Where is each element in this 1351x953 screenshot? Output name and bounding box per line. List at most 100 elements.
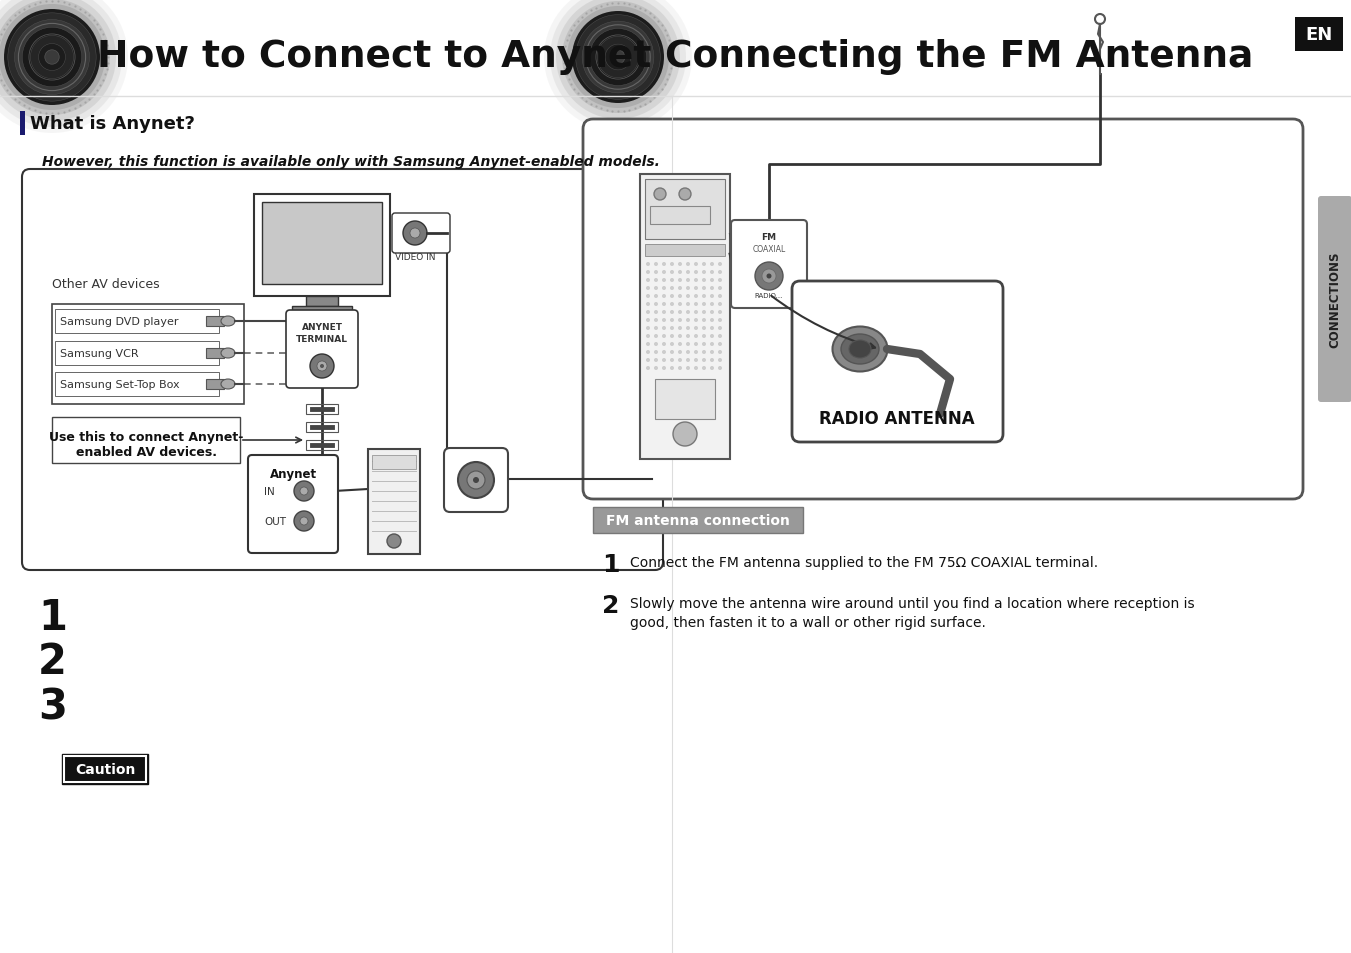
Ellipse shape — [842, 335, 880, 365]
Circle shape — [694, 278, 698, 283]
Circle shape — [717, 263, 721, 267]
Text: Other AV devices: Other AV devices — [51, 277, 159, 291]
Circle shape — [567, 7, 669, 109]
Text: Samsung Set-Top Box: Samsung Set-Top Box — [59, 379, 180, 390]
Bar — [55, 341, 219, 366]
Text: OUT: OUT — [263, 517, 286, 526]
Bar — [262, 203, 382, 285]
Circle shape — [678, 263, 682, 267]
Circle shape — [703, 263, 707, 267]
Bar — [644, 180, 725, 240]
Circle shape — [654, 287, 658, 291]
Circle shape — [654, 189, 666, 201]
Circle shape — [694, 294, 698, 298]
Circle shape — [654, 343, 658, 347]
Circle shape — [673, 422, 697, 447]
Circle shape — [662, 303, 666, 307]
Circle shape — [662, 327, 666, 331]
Circle shape — [703, 294, 707, 298]
Text: Use this to connect Anynet-: Use this to connect Anynet- — [49, 431, 243, 443]
Text: VIDEO IN: VIDEO IN — [394, 253, 435, 262]
Circle shape — [694, 327, 698, 331]
Circle shape — [654, 327, 658, 331]
Circle shape — [703, 358, 707, 363]
Circle shape — [686, 303, 690, 307]
Circle shape — [4, 10, 100, 106]
Circle shape — [678, 311, 682, 314]
Circle shape — [686, 367, 690, 371]
Circle shape — [694, 367, 698, 371]
Circle shape — [686, 318, 690, 323]
Bar — [62, 754, 149, 784]
Ellipse shape — [222, 379, 235, 390]
Circle shape — [646, 358, 650, 363]
Circle shape — [686, 327, 690, 331]
Circle shape — [15, 21, 89, 95]
FancyBboxPatch shape — [584, 120, 1302, 499]
Text: Caution: Caution — [74, 762, 135, 776]
Circle shape — [678, 358, 682, 363]
Circle shape — [711, 311, 713, 314]
Circle shape — [670, 351, 674, 355]
Text: EN: EN — [1305, 26, 1332, 44]
Circle shape — [703, 335, 707, 338]
Circle shape — [670, 367, 674, 371]
Circle shape — [717, 351, 721, 355]
Circle shape — [662, 318, 666, 323]
Circle shape — [0, 5, 105, 111]
Circle shape — [662, 294, 666, 298]
Circle shape — [654, 303, 658, 307]
Circle shape — [0, 0, 109, 116]
Bar — [55, 310, 219, 334]
Circle shape — [711, 287, 713, 291]
Circle shape — [678, 343, 682, 347]
Circle shape — [597, 37, 639, 78]
Circle shape — [711, 294, 713, 298]
Circle shape — [309, 355, 334, 378]
Circle shape — [403, 222, 427, 246]
Bar — [55, 373, 219, 396]
Text: Anynet: Anynet — [269, 468, 316, 480]
Circle shape — [670, 303, 674, 307]
Circle shape — [678, 278, 682, 283]
Circle shape — [654, 263, 658, 267]
Circle shape — [646, 303, 650, 307]
Text: ANYNET: ANYNET — [301, 323, 343, 332]
Circle shape — [711, 263, 713, 267]
Circle shape — [22, 29, 82, 88]
Circle shape — [646, 335, 650, 338]
Circle shape — [295, 481, 313, 501]
Text: RADIO ANTENNA: RADIO ANTENNA — [819, 410, 975, 428]
Circle shape — [717, 303, 721, 307]
Circle shape — [694, 358, 698, 363]
Circle shape — [662, 367, 666, 371]
Circle shape — [703, 271, 707, 274]
Circle shape — [670, 343, 674, 347]
Ellipse shape — [222, 349, 235, 358]
Circle shape — [678, 351, 682, 355]
Circle shape — [694, 311, 698, 314]
Circle shape — [670, 287, 674, 291]
Circle shape — [686, 358, 690, 363]
Circle shape — [0, 0, 122, 128]
Circle shape — [582, 22, 654, 93]
Circle shape — [0, 0, 128, 133]
Circle shape — [646, 287, 650, 291]
Circle shape — [544, 0, 692, 132]
Circle shape — [662, 343, 666, 347]
Circle shape — [686, 343, 690, 347]
Text: However, this function is available only with Samsung Anynet-enabled models.: However, this function is available only… — [42, 154, 659, 169]
Circle shape — [686, 287, 690, 291]
Circle shape — [646, 271, 650, 274]
Circle shape — [711, 335, 713, 338]
Circle shape — [686, 271, 690, 274]
Circle shape — [646, 327, 650, 331]
Circle shape — [686, 294, 690, 298]
Circle shape — [576, 15, 661, 100]
Text: RADIO...: RADIO... — [755, 293, 784, 298]
Circle shape — [605, 45, 631, 71]
Text: 1: 1 — [603, 553, 620, 577]
Circle shape — [717, 327, 721, 331]
Bar — [63, 757, 146, 782]
Bar — [1296, 18, 1343, 52]
